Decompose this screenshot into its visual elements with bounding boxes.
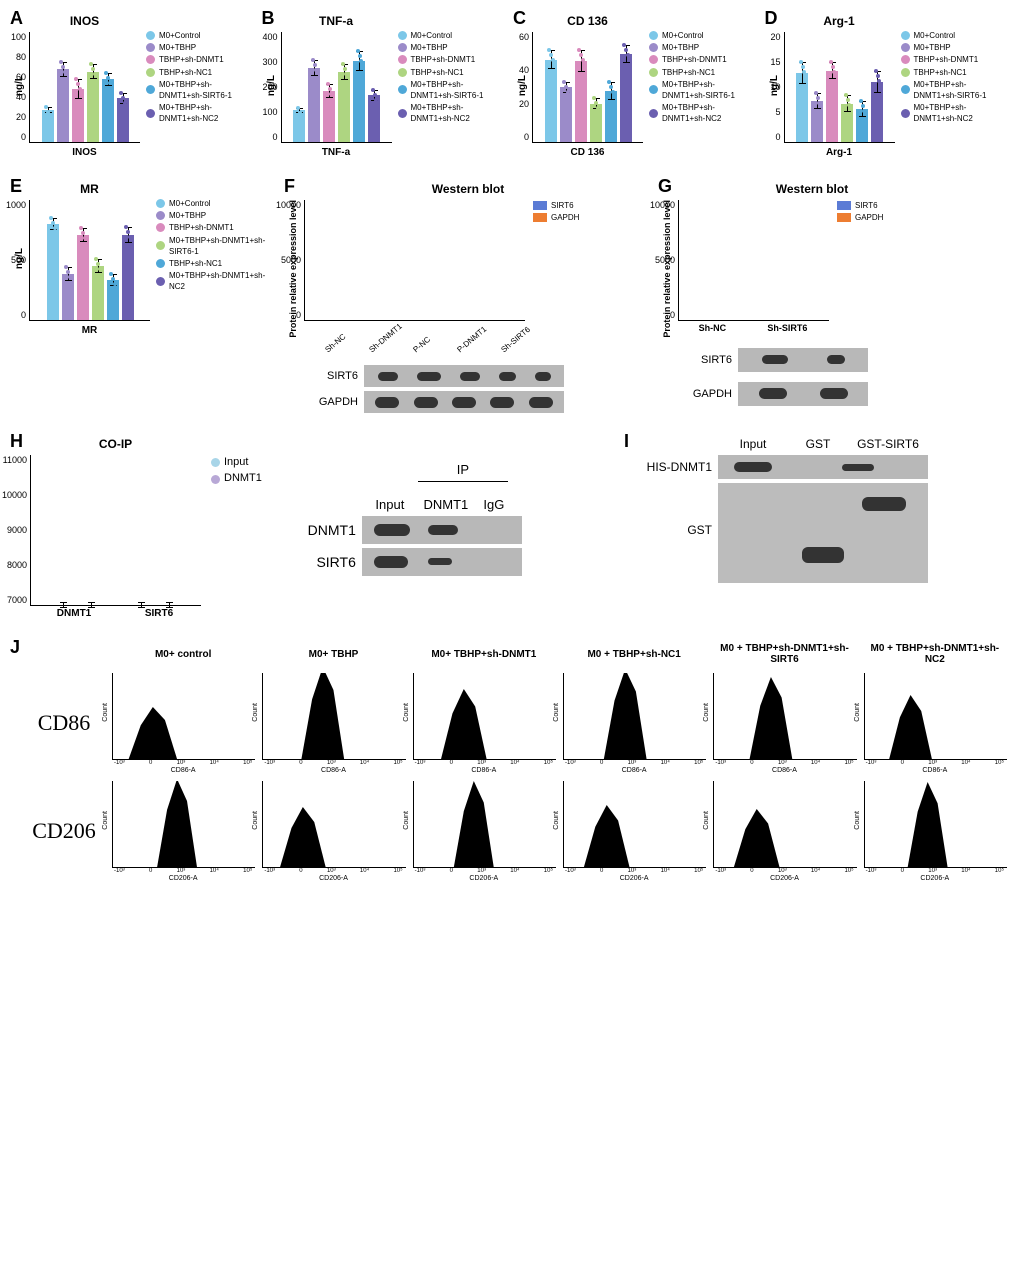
bar [308, 68, 320, 142]
bar [841, 104, 853, 143]
bar [871, 82, 883, 143]
panel-H: H CO-IP 1100010000900080007000 DNMT1SIRT… [14, 437, 574, 619]
panel-G: G Western blot Protein relative expressi… [662, 182, 962, 406]
bar [620, 54, 632, 142]
facs-plot: Count1,5000-10³010³10⁴10⁵CD86-A [864, 673, 1006, 773]
legend-D: M0+ControlM0+TBHPTBHP+sh-DNMT1TBHP+sh-NC… [901, 30, 1007, 126]
bar [77, 235, 89, 320]
bar [856, 109, 868, 142]
bar [102, 79, 114, 142]
blot-F: SIRT6 GAPDH [314, 365, 648, 413]
panel-F: F Western blot Protein relative expressi… [288, 182, 648, 413]
panel-B: B ng/L TNF-a 4003002001000 TNF-a M0+Cont… [266, 14, 504, 158]
facs-plot: Count1,5000-10³010³10⁴10⁵CD86-A [413, 673, 555, 773]
legend-C: M0+ControlM0+TBHPTBHP+sh-DNMT1TBHP+sh-NC… [649, 30, 755, 126]
facs-head: M0 + TBHP+sh-NC1 [563, 649, 705, 660]
facs-plot: Count5000-10³010³10⁴10⁵CD206-A [864, 781, 1006, 881]
chart-B: 4003002001000 [281, 32, 392, 143]
legend-F: SIRT6GAPDH [533, 200, 579, 224]
bar [62, 274, 74, 320]
blot-G: SIRT6 GAPDH [688, 348, 962, 406]
facs-row-label: CD86 [24, 710, 104, 736]
chart-C: 6040200 [532, 32, 643, 143]
bar [560, 87, 572, 142]
legend-B: M0+ControlM0+TBHPTBHP+sh-DNMT1TBHP+sh-NC… [398, 30, 504, 126]
facs-plot: Count1,5000-10³010³10⁴10⁵CD86-A [262, 673, 404, 773]
bar [368, 95, 380, 142]
row-3: H CO-IP 1100010000900080007000 DNMT1SIRT… [14, 437, 1006, 619]
bar [293, 110, 305, 142]
facs-plot: Count1,5000-10³010³10⁴10⁵CD86-A [112, 673, 254, 773]
bar [47, 224, 59, 320]
facs-plot: Count1,5000-10³010³10⁴10⁵CD86-A [563, 673, 705, 773]
facs-plot: Count5000-10³010³10⁴10⁵CD206-A [112, 781, 254, 881]
bar [72, 89, 84, 142]
bar [117, 98, 129, 142]
bar [811, 101, 823, 142]
chart-D: 20151050 [784, 32, 895, 143]
bar [796, 73, 808, 142]
facs-plot: Count5000-10³010³10⁴10⁵CD206-A [262, 781, 404, 881]
facs-plot: Count5000-10³010³10⁴10⁵CD206-A [413, 781, 555, 881]
facs-plot: Count5000-10³010³10⁴10⁵CD206-A [563, 781, 705, 881]
facs-head: M0+ control [112, 649, 254, 660]
chart-H: 1100010000900080007000 [30, 455, 201, 606]
bar [826, 71, 838, 143]
legend-H: InputDNMT1 [211, 455, 262, 488]
bar [57, 69, 69, 142]
facs-head: M0 + TBHP+sh-DNMT1+sh-SIRT6 [713, 643, 855, 665]
coip-blot: IP Input DNMT1 IgG DNMT1 SIRT6 [292, 481, 522, 576]
bar [575, 61, 587, 142]
chart-F: 1000050000 [304, 200, 525, 321]
bar [590, 104, 602, 143]
facs-head: M0+ TBHP+sh-DNMT1 [413, 649, 555, 660]
facs-head: M0+ TBHP [262, 649, 404, 660]
row-2: E ng/L MR 10005000 MR M0+ControlM0+TBHPT… [14, 182, 1006, 413]
label-A: A [10, 8, 23, 29]
panel-C: C ng/L CD 136 6040200 CD 136 M0+ControlM… [517, 14, 755, 158]
bar [605, 91, 617, 142]
panel-A: A ng/L INOS 100806040200 INOS M0+Control… [14, 14, 252, 158]
legend-A: M0+ControlM0+TBHPTBHP+sh-DNMT1TBHP+sh-NC… [146, 30, 252, 126]
bar [107, 280, 119, 320]
facs-head: M0 + TBHP+sh-DNMT1+sh-NC2 [864, 643, 1006, 665]
facs-row-label: CD206 [24, 818, 104, 844]
legend-G: SIRT6GAPDH [837, 200, 883, 224]
row-1: A ng/L INOS 100806040200 INOS M0+Control… [14, 14, 1006, 158]
panel-E: E ng/L MR 10005000 MR M0+ControlM0+TBHPT… [14, 182, 274, 336]
bar [338, 72, 350, 142]
bar [92, 266, 104, 320]
bar [323, 91, 335, 142]
chart-A: 100806040200 [29, 32, 140, 143]
legend-E: M0+ControlM0+TBHPTBHP+sh-DNMT1M0+TBHP+sh… [156, 198, 274, 294]
panel-D: D ng/L Arg-1 20151050 Arg-1 M0+ControlM0… [769, 14, 1007, 158]
bar [122, 235, 134, 320]
bar [545, 60, 557, 143]
bar [87, 72, 99, 142]
chart-E: 10005000 [29, 200, 150, 321]
bar [42, 110, 54, 142]
facs-plot: Count1,5000-10³010³10⁴10⁵CD86-A [713, 673, 855, 773]
panel-I: I Input GST GST-SIRT6 HIS-DNMT1 GST [628, 437, 988, 583]
facs-plot: Count5000-10³010³10⁴10⁵CD206-A [713, 781, 855, 881]
panel-J: J M0+ controlM0+ TBHPM0+ TBHP+sh-DNMT1M0… [14, 643, 1006, 881]
bar [353, 61, 365, 142]
chart-G: 1000050000 [678, 200, 829, 321]
